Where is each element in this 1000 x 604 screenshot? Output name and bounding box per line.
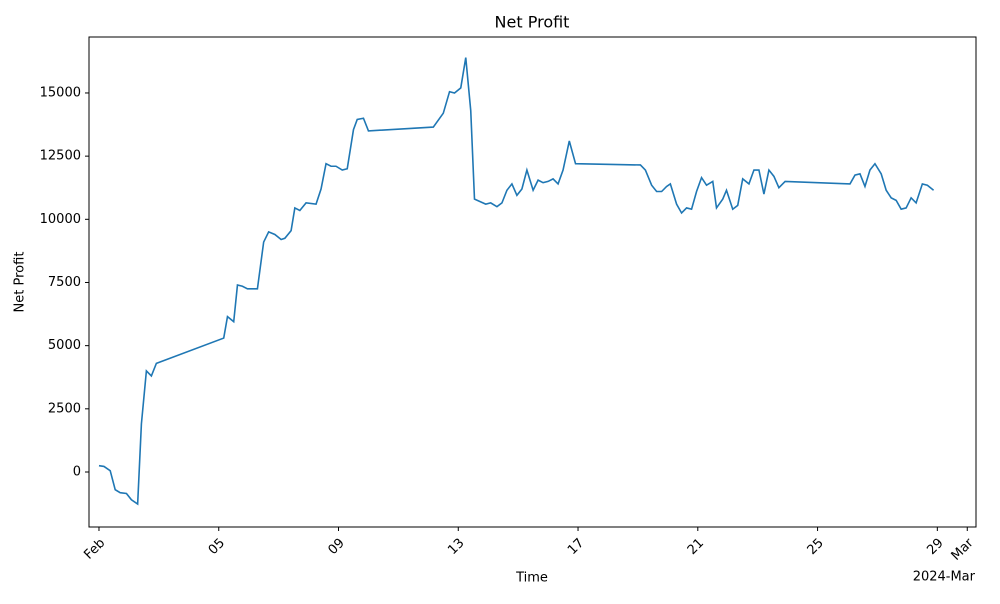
y-tick-label: 15000 [40, 85, 81, 100]
y-tick-label: 12500 [40, 149, 81, 164]
chart-title: Net Profit [495, 13, 570, 32]
y-tick-label: 2500 [48, 401, 81, 416]
line-series [98, 57, 935, 506]
y-tick-label: 5000 [48, 338, 81, 353]
y-tick-label: 7500 [48, 275, 81, 290]
x-offset-label: 2024-Mar [913, 570, 976, 585]
y-tick-label: 10000 [40, 212, 81, 227]
x-axis-label: Time [515, 571, 548, 586]
y-axis-label: Net Profit [13, 252, 28, 313]
y-tick-label: 0 [73, 464, 81, 479]
